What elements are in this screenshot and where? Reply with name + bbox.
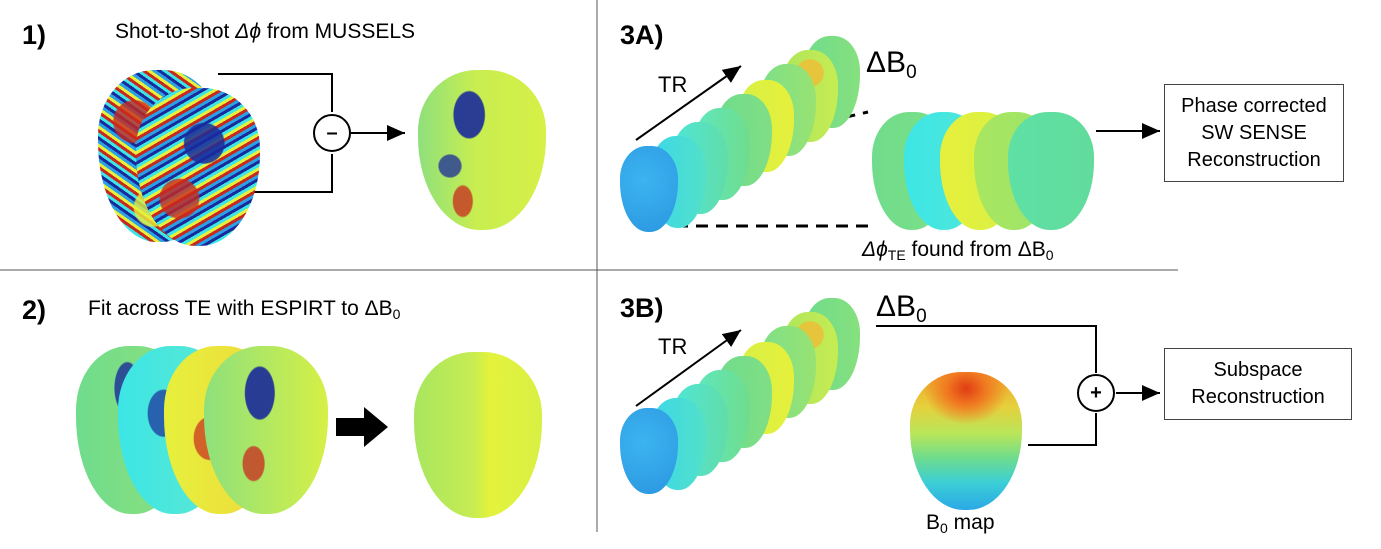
phase-difference-map <box>418 70 546 230</box>
panel3a-number: 3A) <box>620 20 664 50</box>
tr-frame-3a-front <box>620 146 678 232</box>
tr-arrow-3a <box>635 65 742 141</box>
b0-map-label: B0 map <box>926 511 995 536</box>
tr-arrow-3b <box>635 329 742 407</box>
dphi-te-label: ΔϕTE found from ΔB0 <box>862 238 1054 263</box>
tr-label-3b: TR <box>658 334 688 359</box>
panel2-caption: Fit across TE with ESPIRT to ΔB0 <box>88 297 401 322</box>
te-echo-4 <box>204 346 328 514</box>
add-bracket-bottom <box>1028 413 1097 446</box>
delta-b0-fit-map <box>414 352 542 518</box>
panel1-number: 1) <box>22 20 47 50</box>
subspace-recon-box: Subspace Reconstruction <box>1164 348 1352 420</box>
fit-arrow <box>336 407 388 447</box>
delta-b0-label-3a: ΔB0 <box>866 46 917 83</box>
b0-map <box>910 372 1022 510</box>
subtract-bracket <box>218 73 333 112</box>
panel1-caption: Shot-to-shot Δϕ from MUSSELS <box>115 20 416 43</box>
delta-b0-label-3b: ΔB0 <box>876 290 927 327</box>
sw-sense-recon-box: Phase corrected SW SENSE Reconstruction <box>1164 84 1344 182</box>
subtract-operator: – <box>313 114 351 152</box>
panel3b-number: 3B) <box>620 293 664 323</box>
panel2-number: 2) <box>22 295 47 325</box>
phase-map-shot-2 <box>136 88 260 246</box>
tr-frame-3b-front <box>620 408 678 494</box>
add-operator: + <box>1077 374 1115 412</box>
tr-label-3a: TR <box>658 72 688 97</box>
add-bracket-top <box>876 325 1097 373</box>
te-frame-3a <box>1008 112 1094 230</box>
